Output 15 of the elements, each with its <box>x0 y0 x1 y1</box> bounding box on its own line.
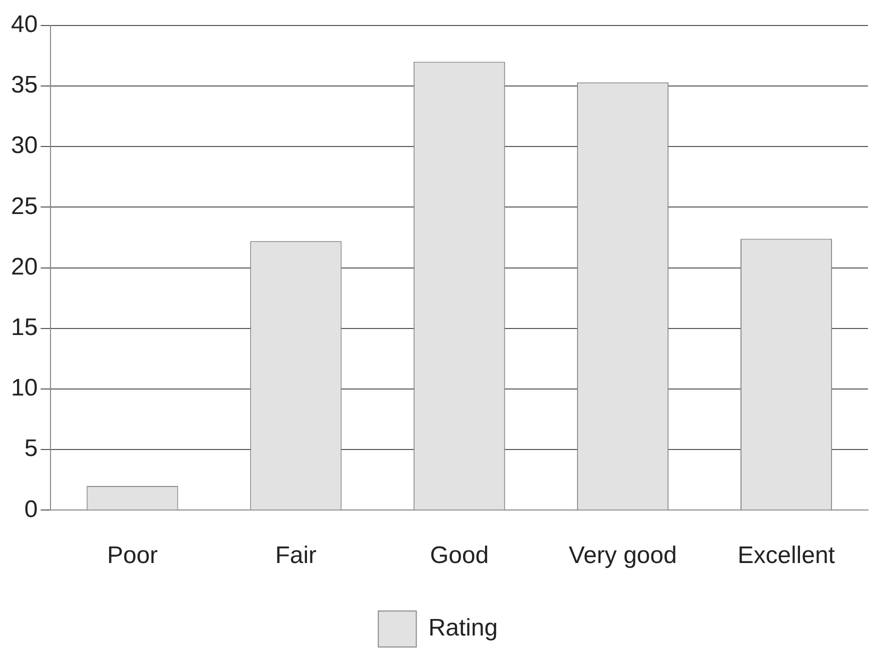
y-tick-label: 35 <box>10 72 38 99</box>
y-tick-label: 30 <box>10 132 38 160</box>
y-tick-label: 5 <box>24 435 38 462</box>
y-tick-label: 25 <box>10 192 38 220</box>
x-tick-label: Fair <box>275 542 317 570</box>
legend-label: Rating <box>428 614 498 642</box>
x-tick-label: Very good <box>568 542 677 570</box>
y-tick-label: 0 <box>24 496 38 523</box>
x-tick-label: Good <box>430 542 489 570</box>
y-tick-label: 20 <box>10 253 38 280</box>
y-tick-label: 15 <box>10 314 38 342</box>
y-tick-label: 40 <box>10 11 38 38</box>
x-tick-label: Poor <box>107 542 158 570</box>
x-tick-label: Excellent <box>738 542 836 570</box>
y-tick-label: 10 <box>10 374 38 402</box>
